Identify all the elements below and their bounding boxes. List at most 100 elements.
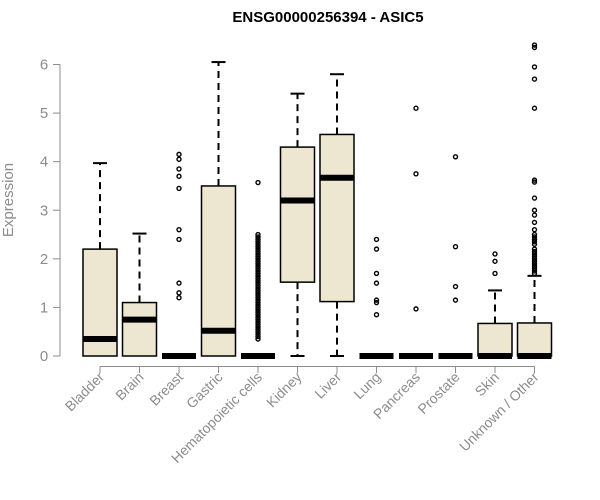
outlier-point bbox=[531, 256, 538, 262]
outlier-point bbox=[413, 105, 419, 111]
box bbox=[279, 146, 316, 283]
outlier-point bbox=[531, 239, 538, 245]
outlier-point bbox=[255, 236, 261, 243]
x-tick-label: Kidney bbox=[263, 369, 305, 411]
chart-title: ENSG00000256394 - ASIC5 bbox=[232, 9, 423, 26]
outlier-point bbox=[255, 253, 261, 260]
outlier-point bbox=[531, 195, 538, 201]
outlier-point bbox=[255, 304, 261, 311]
outlier-point bbox=[255, 268, 261, 274]
outlier-point bbox=[176, 166, 182, 172]
outlier-point bbox=[255, 312, 261, 318]
outlier-point bbox=[176, 236, 182, 243]
outlier-point bbox=[531, 258, 538, 264]
outlier-point bbox=[255, 239, 261, 245]
outlier-point bbox=[255, 307, 261, 313]
y-tick-label: 2 bbox=[40, 251, 48, 268]
outlier-point bbox=[255, 243, 261, 250]
outlier-point bbox=[176, 156, 182, 162]
outlier-point bbox=[255, 314, 261, 320]
box-group bbox=[359, 236, 394, 359]
box bbox=[121, 301, 158, 357]
outlier-point bbox=[531, 251, 538, 257]
outlier-point bbox=[255, 273, 261, 279]
x-tick-label: Skin bbox=[472, 369, 503, 400]
box-group bbox=[200, 61, 237, 357]
outlier-point bbox=[531, 207, 538, 213]
outlier-point bbox=[373, 270, 380, 277]
outlier-point bbox=[531, 248, 538, 255]
outlier-point bbox=[452, 297, 459, 303]
outlier-point bbox=[531, 177, 538, 183]
box-group bbox=[82, 162, 118, 357]
box-group bbox=[121, 232, 158, 357]
outlier-point bbox=[531, 268, 538, 274]
outlier-point bbox=[373, 299, 380, 306]
outlier-point bbox=[531, 42, 538, 48]
outlier-point bbox=[531, 236, 538, 243]
outlier-point bbox=[176, 280, 182, 286]
outlier-point bbox=[531, 105, 538, 111]
outlier-point bbox=[413, 306, 419, 312]
outlier-point bbox=[255, 282, 261, 289]
outlier-point bbox=[176, 226, 182, 233]
outlier-point bbox=[531, 212, 538, 218]
outlier-point bbox=[255, 295, 261, 301]
outlier-point bbox=[531, 76, 538, 82]
y-axis: 0 1 2 3 4 5 6 bbox=[40, 57, 61, 365]
outlier-point bbox=[255, 329, 261, 335]
y-tick-label: 3 bbox=[40, 202, 48, 219]
outlier-point bbox=[531, 260, 538, 267]
outlier-point bbox=[531, 241, 538, 247]
outlier-point bbox=[255, 179, 261, 186]
outlier-point bbox=[176, 295, 182, 301]
outlier-point bbox=[255, 275, 261, 281]
x-tick-label: Breast bbox=[146, 369, 186, 409]
outlier-point bbox=[452, 243, 459, 250]
box-group bbox=[399, 105, 433, 359]
box-group bbox=[319, 73, 355, 357]
x-tick-label: Liver bbox=[311, 369, 344, 402]
outlier-point bbox=[531, 234, 538, 240]
outlier-point bbox=[255, 287, 261, 294]
outlier-point bbox=[531, 231, 538, 238]
outlier-point bbox=[255, 333, 261, 340]
outlier-point bbox=[531, 64, 538, 70]
outlier-point bbox=[255, 263, 261, 269]
outlier-point bbox=[373, 246, 380, 252]
outlier-point bbox=[531, 179, 538, 185]
box-group bbox=[162, 151, 196, 359]
outlier-point bbox=[255, 251, 261, 257]
outlier-point bbox=[452, 283, 459, 290]
outlier-point bbox=[531, 219, 538, 226]
outlier-point bbox=[255, 309, 261, 315]
outlier-point bbox=[452, 154, 459, 160]
outlier-point bbox=[255, 256, 261, 262]
outlier-point bbox=[531, 265, 538, 272]
outlier-point bbox=[255, 241, 261, 247]
outlier-point bbox=[531, 270, 538, 277]
box bbox=[516, 322, 553, 357]
outlier-point bbox=[413, 171, 419, 177]
box bbox=[200, 185, 237, 357]
outlier-point bbox=[531, 253, 538, 260]
box-group bbox=[279, 92, 316, 357]
outlier-point bbox=[176, 185, 182, 192]
outlier-point bbox=[373, 312, 380, 318]
outlier-point bbox=[492, 258, 498, 264]
outlier-point bbox=[531, 246, 538, 252]
outlier-point bbox=[255, 292, 261, 298]
outlier-point bbox=[255, 297, 261, 303]
y-tick-label: 5 bbox=[40, 105, 48, 122]
outlier-point bbox=[255, 336, 261, 342]
box-group bbox=[516, 42, 553, 359]
y-tick-label: 6 bbox=[40, 57, 48, 74]
outlier-point bbox=[255, 231, 261, 238]
y-tick-label: 1 bbox=[40, 299, 48, 316]
outlier-point bbox=[492, 251, 498, 257]
outlier-point bbox=[176, 173, 182, 179]
outlier-point bbox=[255, 290, 261, 296]
outlier-point bbox=[255, 265, 261, 272]
x-tick-label: Brain bbox=[112, 369, 146, 403]
outlier-point bbox=[373, 297, 380, 303]
